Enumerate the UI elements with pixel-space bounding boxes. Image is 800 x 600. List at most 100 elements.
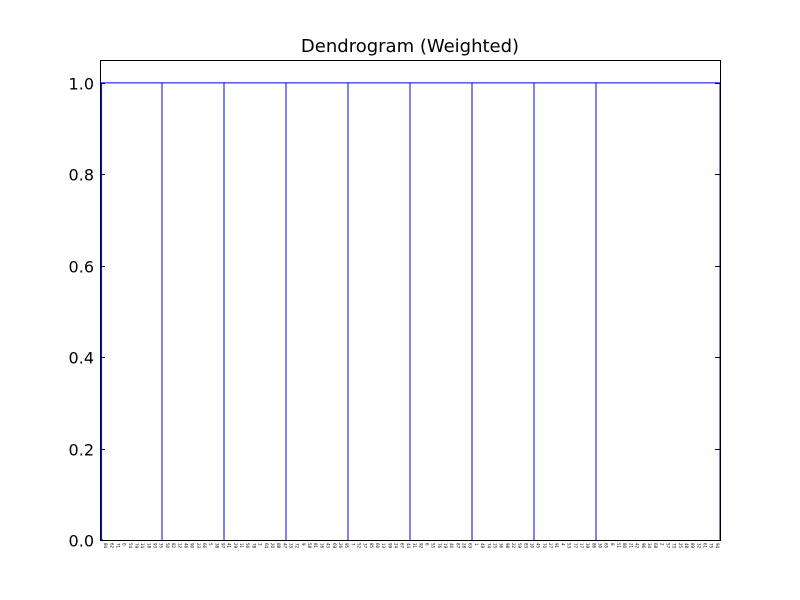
leaf-label: 51 [616,543,621,549]
leaf-label: 24 [394,543,399,549]
leaf-label: 56 [245,543,250,549]
leaf-label: 66 [202,543,207,549]
leaf-label: 74 [486,543,491,549]
leaf-label: 54 [128,543,133,549]
y-tick-label: 0.6 [69,258,94,277]
leaf-label: 14 [140,543,145,549]
leaf-label: 26 [338,543,343,549]
leaf-label: 23 [196,543,201,549]
leaf-label: 93 [153,543,158,549]
leaf-label: 75 [709,543,714,549]
leaf-label: 9 [301,543,306,546]
leaf-label: 96 [641,543,646,549]
leaf-label: 37 [363,543,368,549]
leaf-label: 8 [610,543,615,546]
leaf-label: 69 [332,543,337,549]
leaf-label: 79 [134,543,139,549]
leaf-label: 28 [462,543,467,549]
leaf-label: 57 [665,543,670,549]
dendrogram-link [101,82,163,540]
leaf-label: 90 [190,543,195,549]
leaf-label: 3 [258,543,263,546]
leaf-label: 11 [239,543,244,549]
leaf-label: 85 [369,543,374,549]
y-tick-label: 0.0 [69,532,94,551]
leaf-label: 67 [400,543,405,549]
leaf-label: 87 [455,543,460,549]
y-axis: 0.0 0.2 0.4 0.6 0.8 1.0 [69,75,720,551]
y-tick-label: 0.4 [69,349,94,368]
leaf-label: 27 [548,543,553,549]
leaf-label: 45 [536,543,541,549]
leaf-label: 61 [703,543,708,549]
leaf-label: 41 [227,543,232,549]
leaf-label: 99 [387,543,392,549]
leaf-label: 72 [295,543,300,549]
leaf-label: 59 [517,543,522,549]
leaf-label: 64 [264,543,269,549]
leaf-label: 81 [313,543,318,549]
leaf-label: 39 [585,543,590,549]
leaf-label: 48 [684,543,689,549]
leaf-label: 5 [208,543,213,546]
leaf-label: 97 [221,543,226,549]
chart-title: Dendrogram (Weighted) [301,36,519,57]
leaf-label: 21 [628,543,633,549]
leaf-label: 13 [381,543,386,549]
leaf-label: 49 [480,543,485,549]
leaf-label: 32 [696,543,701,549]
leaf-label: 25 [678,543,683,549]
leaf-label: 35 [159,543,164,549]
leaf-label: 58 [307,543,312,549]
leaf-label: 46 [183,543,188,549]
leaf-label: 52 [356,543,361,549]
leaf-label: 82 [171,543,176,549]
leaf-label: 16 [319,543,324,549]
leaf-label: 34 [647,543,652,549]
leaf-label: 19 [443,543,448,549]
leaf-labels: 84 62 71 0 54 79 14 18 93 35 50 82 12 46 90 23 66 5 38 97 41… [103,543,720,549]
leaf-label: 10 [530,543,535,549]
leaf-label: 0 [122,543,127,546]
leaf-label: 4 [560,543,565,546]
leaf-label: 98 [505,543,510,549]
leaf-label: 42 [635,543,640,549]
leaf-label: 91 [554,543,559,549]
leaf-label: 44 [406,543,411,549]
leaf-label: 62 [109,543,114,549]
y-tick-label: 1.0 [69,75,94,94]
leaf-label: 15 [492,543,497,549]
leaf-label: 30 [597,543,602,549]
leaf-label: 76 [437,543,442,549]
leaf-label: 73 [672,543,677,549]
leaf-label: 71 [115,543,120,549]
leaf-label: 77 [573,543,578,549]
leaf-label: 80 [622,543,627,549]
leaf-label: 29 [233,543,238,549]
leaf-label: 12 [177,543,182,549]
leaf-label: 33 [288,543,293,549]
leaf-label: 88 [276,543,281,549]
axes-frame [100,60,721,541]
leaf-label: 92 [418,543,423,549]
leaf-label: 47 [282,543,287,549]
leaf-label: 94 [715,543,720,549]
dendrogram-links [100,82,721,541]
leaf-label: 43 [326,543,331,549]
leaf-label: 6 [424,543,429,546]
leaf-label: 83 [523,543,528,549]
leaf-label: 40 [449,543,454,549]
leaf-label: 68 [653,543,658,549]
leaf-label: 20 [270,543,275,549]
leaf-label: 78 [251,543,256,549]
leaf-label: 86 [591,543,596,549]
leaf-label: 38 [214,543,219,549]
leaf-label: 36 [499,543,504,549]
leaf-label: 18 [146,543,151,549]
leaf-label: 63 [468,543,473,549]
leaf-label: 60 [375,543,380,549]
leaf-label: 7 [350,543,355,546]
leaf-label: 95 [344,543,349,549]
y-tick-label: 0.8 [69,166,94,185]
